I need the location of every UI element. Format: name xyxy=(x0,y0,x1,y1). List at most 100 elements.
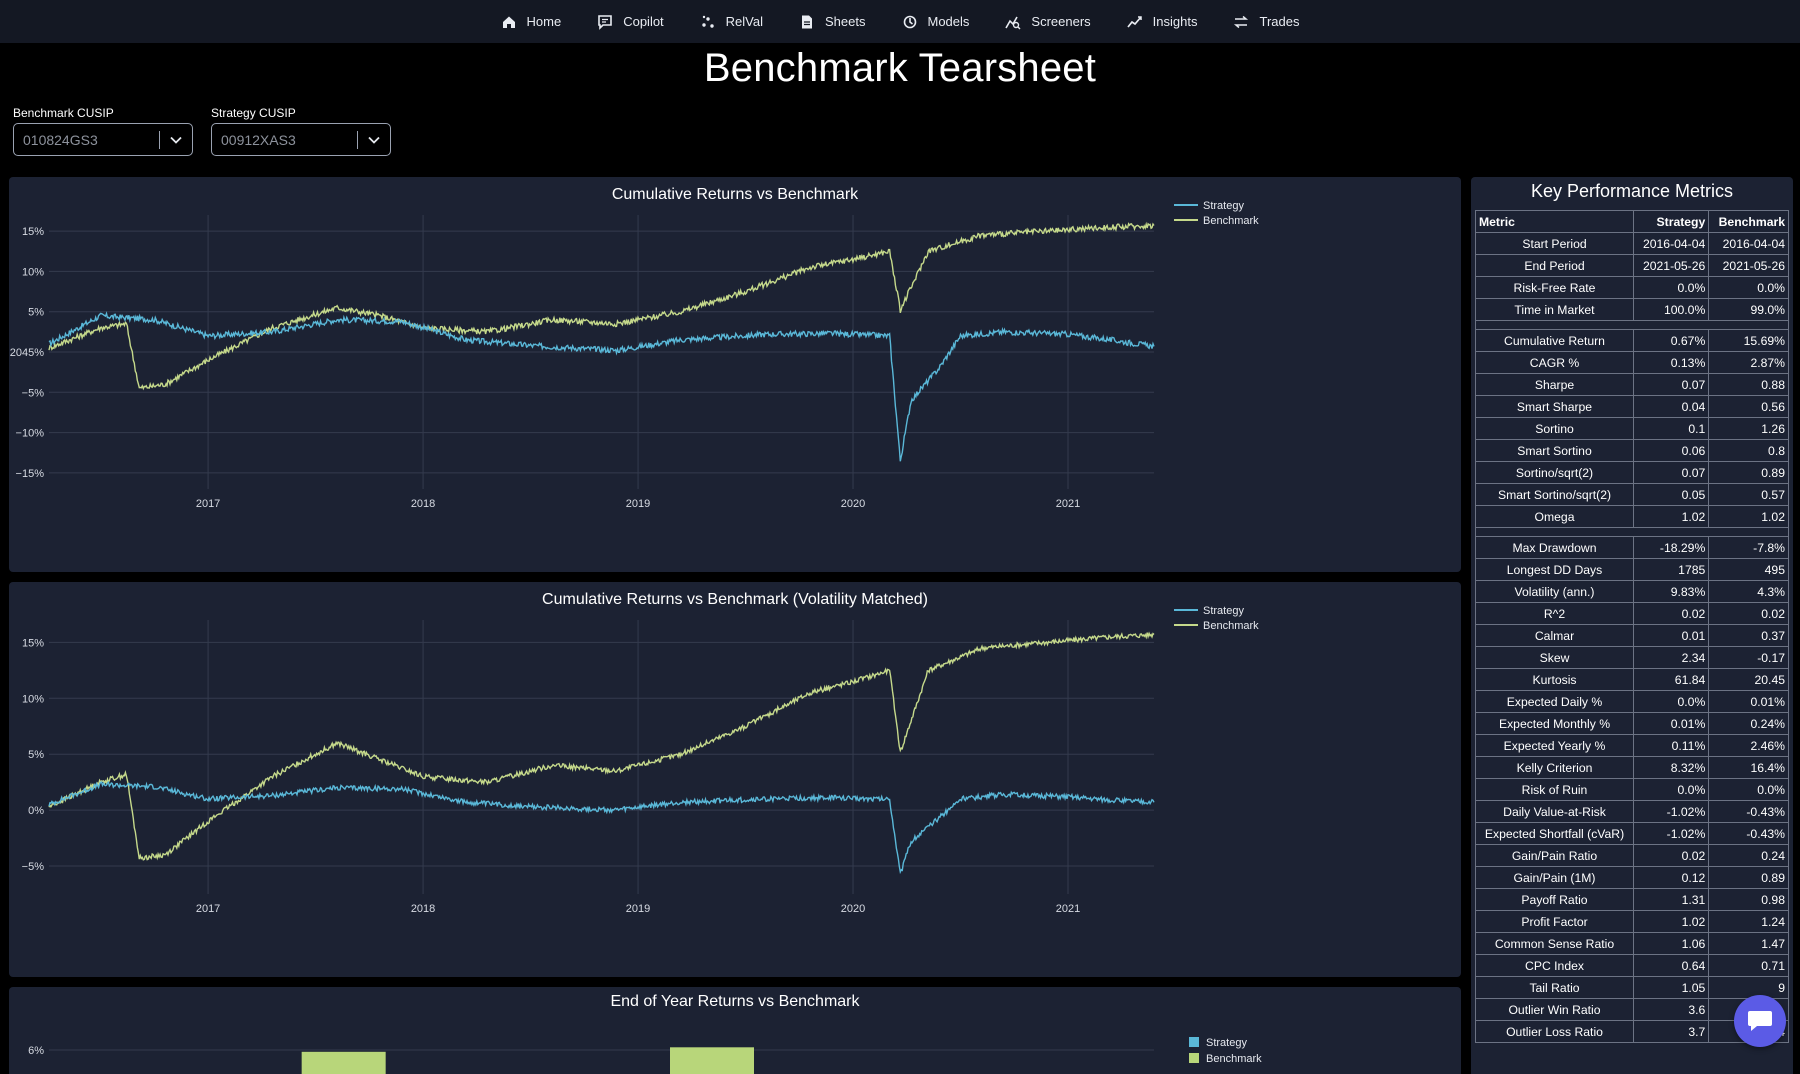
benchmark-value: 15.69% xyxy=(1708,329,1789,352)
y-tick-label: 0% xyxy=(28,805,44,817)
metrics-row: Longest DD Days 1785 495 xyxy=(1475,558,1789,581)
x-tick-label: 2020 xyxy=(841,903,865,915)
metric-name: Start Period xyxy=(1475,232,1634,255)
strategy-cusip-value: 00912XAS3 xyxy=(221,131,296,148)
strategy-cusip-select[interactable]: 00912XAS3 xyxy=(211,123,391,156)
benchmark-value: -0.17 xyxy=(1708,646,1789,669)
nav-item-label: Screeners xyxy=(1031,14,1091,29)
screener-icon xyxy=(1005,14,1021,30)
legend-label-strategy[interactable]: Strategy xyxy=(1206,1037,1247,1049)
benchmark-header: Benchmark xyxy=(1708,210,1789,233)
metrics-row: Payoff Ratio 1.31 0.98 xyxy=(1475,888,1789,911)
metric-name: Tail Ratio xyxy=(1475,976,1634,999)
chevron-down-icon[interactable] xyxy=(358,123,390,156)
model-icon xyxy=(902,14,918,30)
series-line-strategy[interactable] xyxy=(48,311,1155,462)
bar-benchmark[interactable] xyxy=(301,1051,386,1074)
legend-label-benchmark[interactable]: Benchmark xyxy=(1203,215,1259,227)
metrics-row: Smart Sharpe 0.04 0.56 xyxy=(1475,395,1789,418)
metric-name: CPC Index xyxy=(1475,954,1634,977)
legend-label-benchmark[interactable]: Benchmark xyxy=(1206,1053,1262,1065)
y-tick-label: 10% xyxy=(22,693,44,705)
benchmark-value: -7.8% xyxy=(1708,536,1789,559)
y-tick-label: 2045% xyxy=(10,347,44,359)
nav-item-label: Models xyxy=(927,14,970,29)
benchmark-value: 0.01% xyxy=(1708,690,1789,713)
strategy-value: 2021-05-26 xyxy=(1632,254,1710,277)
nav-item-models[interactable]: Models xyxy=(884,0,988,43)
end-of-year-returns-chart[interactable]: End of Year Returns vs Benchmark 6% Strat… xyxy=(9,987,1461,1074)
strategy-value: 0.0% xyxy=(1632,778,1710,801)
nav-item-sheets[interactable]: Sheets xyxy=(781,0,883,43)
nav-item-label: RelVal xyxy=(725,14,764,29)
metrics-row: Gain/Pain Ratio 0.02 0.24 xyxy=(1475,844,1789,867)
nav-item-insights[interactable]: Insights xyxy=(1109,0,1216,43)
metrics-row: Start Period 2016-04-04 2016-04-04 xyxy=(1475,232,1789,255)
nav-item-label: Copilot xyxy=(623,14,664,29)
metric-name: Omega xyxy=(1475,505,1634,528)
metrics-row: Time in Market 100.0% 99.0% xyxy=(1475,298,1789,321)
benchmark-value: 0.0% xyxy=(1708,276,1789,299)
metric-name: Gain/Pain Ratio xyxy=(1475,844,1634,867)
strategy-value: 0.07 xyxy=(1632,373,1710,396)
benchmark-value: 1.02 xyxy=(1708,505,1789,528)
strategy-value: 9.83% xyxy=(1632,580,1710,603)
benchmark-value: 0.56 xyxy=(1708,395,1789,418)
benchmark-cusip-label: Benchmark CUSIP xyxy=(13,106,114,120)
nav-item-trades[interactable]: Trades xyxy=(1215,0,1317,43)
y-tick-label: 15% xyxy=(22,226,44,238)
nav-item-label: Home xyxy=(526,14,562,29)
benchmark-value: 20.45 xyxy=(1708,668,1789,691)
metric-name: Smart Sortino/sqrt(2) xyxy=(1475,483,1634,506)
legend-label-strategy[interactable]: Strategy xyxy=(1203,200,1244,212)
legend-label-benchmark[interactable]: Benchmark xyxy=(1203,620,1259,632)
strategy-value: 0.01 xyxy=(1632,624,1710,647)
metrics-row: End Period 2021-05-26 2021-05-26 xyxy=(1475,254,1789,277)
benchmark-cusip-select[interactable]: 010824GS3 xyxy=(13,123,193,156)
cumulative-returns-plot[interactable]: 15% 10% 5% 2045% −5% −10% −15% 2017 2018 2019 2020… xyxy=(9,177,1461,572)
legend-label-strategy[interactable]: Strategy xyxy=(1203,605,1244,617)
metrics-row: Expected Daily % 0.0% 0.01% xyxy=(1475,690,1789,713)
cumulative-returns-chart[interactable]: Cumulative Returns vs Benchmark 15% 10% 5%… xyxy=(9,177,1461,572)
metrics-row: Sortino/sqrt(2) 0.07 0.89 xyxy=(1475,461,1789,484)
nav-item-copilot[interactable]: Copilot xyxy=(579,0,681,43)
insights-icon xyxy=(1127,14,1143,30)
end-of-year-returns-plot[interactable]: 6% Strategy Benchmark xyxy=(9,987,1461,1074)
strategy-value: -1.02% xyxy=(1632,800,1710,823)
benchmark-value: 0.37 xyxy=(1708,624,1789,647)
strategy-value: 8.32% xyxy=(1632,756,1710,779)
metrics-row: R^2 0.02 0.02 xyxy=(1475,602,1789,625)
benchmark-value: 99.0% xyxy=(1708,298,1789,321)
chat-support-button[interactable] xyxy=(1734,995,1786,1047)
metric-name: Outlier Loss Ratio xyxy=(1475,1020,1634,1043)
metric-name: Max Drawdown xyxy=(1475,536,1634,559)
metric-name: Smart Sortino xyxy=(1475,439,1634,462)
x-tick-label: 2017 xyxy=(196,498,220,510)
page-title: Benchmark Tearsheet xyxy=(703,46,1097,90)
benchmark-value: 1.47 xyxy=(1708,932,1789,955)
series-line-benchmark[interactable] xyxy=(48,221,1155,391)
bar-benchmark[interactable] xyxy=(670,1047,754,1074)
series-line-benchmark[interactable] xyxy=(48,631,1155,861)
metrics-group-spacer xyxy=(1475,527,1789,537)
metric-name: Gain/Pain (1M) xyxy=(1475,866,1634,889)
nav-item-home[interactable]: Home xyxy=(483,0,580,43)
chevron-down-icon[interactable] xyxy=(160,123,192,156)
metrics-row: Sharpe 0.07 0.88 xyxy=(1475,373,1789,396)
metric-name: Cumulative Return xyxy=(1475,329,1634,352)
series-line-strategy[interactable] xyxy=(48,780,1155,875)
x-tick-label: 2019 xyxy=(626,903,650,915)
metric-name: Common Sense Ratio xyxy=(1475,932,1634,955)
y-tick-label: 15% xyxy=(22,637,44,649)
nav-item-screeners[interactable]: Screeners xyxy=(987,0,1108,43)
benchmark-value: 0.98 xyxy=(1708,888,1789,911)
spacer-cell xyxy=(1475,527,1789,537)
benchmark-value: -0.43% xyxy=(1708,822,1789,845)
nav-item-relval[interactable]: RelVal xyxy=(682,0,781,43)
metric-name: Kelly Criterion xyxy=(1475,756,1634,779)
volatility-matched-plot[interactable]: 15% 10% 5% 0% −5% 2017 2018 2019 2020 2021 Strateg… xyxy=(9,582,1461,977)
benchmark-value: 2016-04-04 xyxy=(1708,232,1789,255)
y-tick-label: −5% xyxy=(22,861,45,873)
y-tick-label: −15% xyxy=(16,468,45,480)
volatility-matched-chart[interactable]: Cumulative Returns vs Benchmark (Volatil… xyxy=(9,582,1461,977)
